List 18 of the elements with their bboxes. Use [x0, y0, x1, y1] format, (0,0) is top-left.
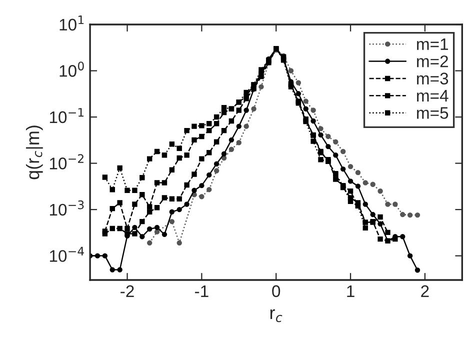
x-tick-label: -1 — [195, 285, 208, 297]
x-tick-label: 0 — [272, 285, 280, 298]
y-tick-label: 10$^{−1}$ — [50, 108, 84, 124]
legend-label: m=1 — [417, 38, 448, 50]
legend-label: m=2 — [417, 55, 448, 68]
x-tick-label: 2 — [421, 285, 429, 297]
y-tick-label: 10$^{−3}$ — [50, 200, 84, 216]
y-tick-label: 10$^{−2}$ — [50, 154, 84, 170]
legend-label: m=4 — [417, 90, 448, 102]
x-tick-label: -2 — [120, 285, 134, 297]
y-axis-title: q(r$_{c}$|m) — [26, 126, 43, 180]
x-axis-title: r$_{c}$ — [270, 309, 282, 322]
legend-label: m=5 — [417, 107, 448, 119]
y-tick-label: 10$^{1}$ — [60, 16, 84, 31]
y-tick-label: 10$^{−4}$ — [50, 246, 84, 262]
legend-label: m=3 — [417, 72, 448, 84]
x-tick-label: 1 — [347, 285, 354, 297]
y-tick-label: 10$^{0}$ — [60, 62, 84, 77]
